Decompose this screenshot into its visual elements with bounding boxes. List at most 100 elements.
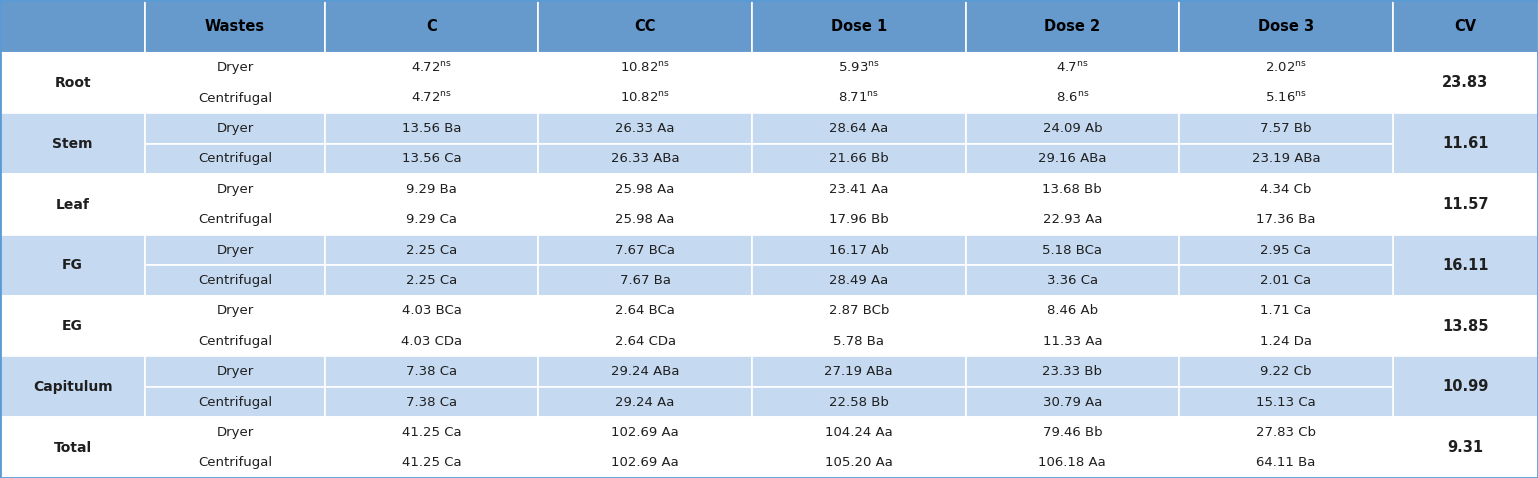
Bar [752,144,966,174]
Bar [752,326,966,357]
Bar [0,296,145,357]
Bar [145,113,325,144]
Text: 17.96 Bb: 17.96 Bb [829,213,889,226]
Text: Dose 2: Dose 2 [1044,19,1100,34]
Text: Dryer: Dryer [217,61,254,74]
Text: Capitulum: Capitulum [32,380,112,394]
Text: 79.46 Bb: 79.46 Bb [1043,426,1103,439]
Bar [966,0,1180,53]
Text: 25.98 Aa: 25.98 Aa [615,183,675,196]
Text: Dryer: Dryer [217,304,254,317]
Bar [325,387,538,417]
Bar [538,296,752,326]
Bar [145,0,325,53]
Bar [966,174,1180,205]
Text: 27.19 ABa: 27.19 ABa [824,365,894,378]
Text: Centrifugal: Centrifugal [198,92,272,105]
Text: 29.16 ABa: 29.16 ABa [1038,152,1106,165]
Text: 5.78 Ba: 5.78 Ba [834,335,884,348]
Bar [0,235,145,296]
Text: 23.41 Aa: 23.41 Aa [829,183,889,196]
Bar [325,83,538,113]
Bar [752,447,966,478]
Text: 104.24 Aa: 104.24 Aa [824,426,892,439]
Bar [538,83,752,113]
Bar [538,144,752,174]
Text: 11.57: 11.57 [1443,197,1489,212]
Bar [1393,53,1538,113]
Bar [538,113,752,144]
Text: 23.83: 23.83 [1443,76,1489,90]
Text: Root: Root [54,76,91,90]
Text: 2.01 Ca: 2.01 Ca [1260,274,1312,287]
Text: Centrifugal: Centrifugal [198,213,272,226]
Bar [538,174,752,205]
Bar [0,0,145,53]
Bar [325,205,538,235]
Text: 7.38 Ca: 7.38 Ca [406,365,457,378]
Text: 28.49 Aa: 28.49 Aa [829,274,889,287]
Text: 13.68 Bb: 13.68 Bb [1043,183,1103,196]
Text: 1.24 Da: 1.24 Da [1260,335,1312,348]
Text: 26.33 ABa: 26.33 ABa [611,152,680,165]
Text: C: C [426,19,437,34]
Bar [0,113,145,174]
Bar [752,174,966,205]
Bar [1180,235,1393,265]
Text: 41.25 Ca: 41.25 Ca [401,426,461,439]
Text: 13.85: 13.85 [1443,318,1489,334]
Bar [752,265,966,296]
Text: Wastes: Wastes [205,19,265,34]
Text: 27.83 Cb: 27.83 Cb [1257,426,1317,439]
Text: 10.99: 10.99 [1443,380,1489,394]
Bar [325,144,538,174]
Bar [145,53,325,83]
Text: CV: CV [1455,19,1476,34]
Bar [1180,144,1393,174]
Text: FG: FG [62,258,83,272]
Text: Dose 1: Dose 1 [831,19,887,34]
Text: 13.56 Ba: 13.56 Ba [401,122,461,135]
Text: 25.98 Aa: 25.98 Aa [615,213,675,226]
Text: 10.82$^{\mathregular{ns}}$: 10.82$^{\mathregular{ns}}$ [620,91,671,105]
Bar [752,0,966,53]
Text: 2.25 Ca: 2.25 Ca [406,274,457,287]
Text: EG: EG [62,319,83,333]
Bar [1393,296,1538,357]
Bar [1180,417,1393,447]
Bar [145,357,325,387]
Bar [0,357,145,417]
Bar [1180,113,1393,144]
Bar [1393,235,1538,296]
Text: Centrifugal: Centrifugal [198,152,272,165]
Bar [1393,174,1538,235]
Bar [325,235,538,265]
Bar [538,205,752,235]
Text: 7.67 Ba: 7.67 Ba [620,274,671,287]
Text: 29.24 Aa: 29.24 Aa [615,395,675,409]
Text: 5.16$^{\mathregular{ns}}$: 5.16$^{\mathregular{ns}}$ [1264,91,1307,105]
Bar [966,235,1180,265]
Text: 15.13 Ca: 15.13 Ca [1257,395,1317,409]
Bar [752,83,966,113]
Text: Dose 3: Dose 3 [1258,19,1313,34]
Bar [325,326,538,357]
Text: 28.64 Aa: 28.64 Aa [829,122,889,135]
Bar [325,296,538,326]
Text: CC: CC [634,19,655,34]
Bar [1180,326,1393,357]
Text: 16.17 Ab: 16.17 Ab [829,244,889,257]
Bar [145,265,325,296]
Text: Dryer: Dryer [217,426,254,439]
Text: 9.29 Ba: 9.29 Ba [406,183,457,196]
Bar [1180,205,1393,235]
Bar [966,83,1180,113]
Bar [966,265,1180,296]
Bar [145,174,325,205]
Text: 4.34 Cb: 4.34 Cb [1260,183,1312,196]
Text: Centrifugal: Centrifugal [198,335,272,348]
Text: 4.03 BCa: 4.03 BCa [401,304,461,317]
Bar [1180,296,1393,326]
Text: 8.6$^{\mathregular{ns}}$: 8.6$^{\mathregular{ns}}$ [1055,91,1089,105]
Bar [1180,0,1393,53]
